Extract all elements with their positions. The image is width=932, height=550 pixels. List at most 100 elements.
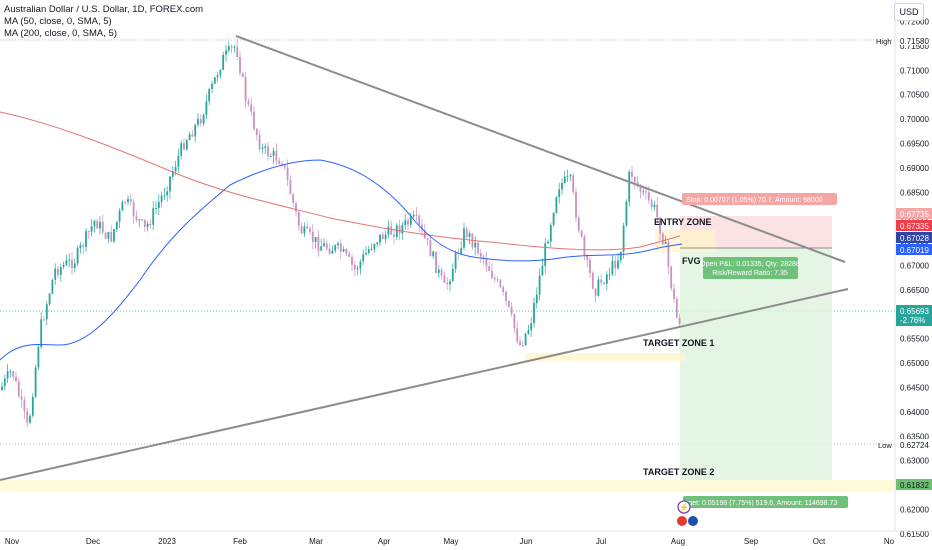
candle-body <box>555 197 558 213</box>
candle-body <box>127 199 129 203</box>
price-tick-label: 0.69500 <box>900 140 929 149</box>
candle-body <box>250 104 253 112</box>
target-zone-2-box[interactable] <box>0 480 895 492</box>
candle-body <box>213 77 216 84</box>
candle-body <box>547 241 549 244</box>
candle-body <box>93 220 96 227</box>
candle-body <box>104 232 107 239</box>
lower-trendline[interactable] <box>0 288 849 481</box>
candle-body <box>398 225 401 234</box>
target-info-box <box>683 496 848 508</box>
candle-body <box>432 251 435 257</box>
candle-body <box>115 221 118 230</box>
candle-body <box>26 411 29 423</box>
candles-layer <box>1 39 681 428</box>
candle-body <box>600 279 603 283</box>
time-tick-label: Mar <box>309 537 323 546</box>
candle-body <box>611 260 614 275</box>
candle-body <box>463 228 465 248</box>
candle-body <box>437 269 440 273</box>
upper-trendline[interactable] <box>235 35 846 263</box>
take-profit-zone[interactable] <box>680 248 832 485</box>
flag-au-icon[interactable] <box>677 516 687 526</box>
candle-body <box>519 341 521 346</box>
entry-zone-box[interactable] <box>655 230 715 252</box>
candle-body <box>617 260 619 269</box>
ma-price-tag-1 <box>896 232 932 243</box>
candle-body <box>496 279 499 281</box>
candle-body <box>185 140 188 150</box>
time-tick-label: Aug <box>671 537 685 546</box>
candle-body <box>351 256 353 265</box>
candle-body <box>563 176 566 183</box>
candle-body <box>625 201 628 226</box>
candle-body <box>421 224 423 231</box>
symbol-title[interactable]: Australian Dollar / U.S. Dollar, 1D, FOR… <box>4 4 204 15</box>
candle-body <box>37 347 40 368</box>
candle-body <box>493 278 496 280</box>
ma200-line[interactable] <box>0 111 681 251</box>
candle-body <box>619 251 622 261</box>
candle-body <box>535 294 538 303</box>
candle-body <box>325 243 328 249</box>
candle-body <box>673 288 675 299</box>
candle-body <box>664 242 667 244</box>
candle-body <box>353 264 356 270</box>
candle-body <box>373 244 376 250</box>
candle-body <box>180 143 183 156</box>
candle-body <box>191 134 194 137</box>
candle-body <box>395 225 398 238</box>
low-value-bg <box>897 439 931 449</box>
candle-body <box>589 259 591 273</box>
candle-body <box>152 208 155 225</box>
moving-averages-layer <box>0 111 683 361</box>
candle-body <box>227 46 230 51</box>
candle-body <box>292 194 295 204</box>
candle-body <box>577 217 580 231</box>
candle-body <box>157 201 160 208</box>
candle-body <box>404 220 407 226</box>
ma50-line[interactable] <box>0 159 683 361</box>
flag-us-icon[interactable] <box>688 516 698 526</box>
target-price-tag <box>896 479 932 490</box>
candle-body <box>633 176 636 183</box>
candle-body <box>171 171 174 177</box>
candle-body <box>334 245 337 251</box>
price-tick-label: 0.70500 <box>900 91 929 100</box>
time-tick-label: Nov <box>5 537 19 546</box>
candle-body <box>342 249 345 252</box>
candle-body <box>345 249 348 254</box>
candle-body <box>474 242 477 248</box>
lightning-icon[interactable] <box>677 500 691 514</box>
candle-body <box>68 259 71 261</box>
candle-body <box>188 134 191 141</box>
price-axis[interactable]: 0.72000 0.71500 0.71000 0.70500 0.70000 0.695… <box>900 18 929 550</box>
ma200-legend[interactable]: MA (200, close, 0, SMA, 5) <box>4 28 117 39</box>
candle-body <box>608 274 611 276</box>
candle-body <box>572 175 575 192</box>
price-tick-label: 0.66500 <box>900 286 929 295</box>
price-tick-label: 0.67000 <box>900 262 929 271</box>
candle-body <box>521 345 524 347</box>
price-tick-label: 0.64500 <box>900 384 929 393</box>
candle-body <box>309 228 311 232</box>
high-label: High <box>876 37 891 46</box>
ma50-legend[interactable]: MA (50, close, 0, SMA, 5) <box>4 16 112 27</box>
candle-body <box>15 376 17 382</box>
target-zone-1-box[interactable] <box>525 353 685 361</box>
candle-body <box>426 238 429 241</box>
candle-body <box>45 304 48 320</box>
candle-body <box>6 371 9 379</box>
candle-body <box>135 216 138 221</box>
candle-body <box>12 371 15 377</box>
candle-body <box>163 195 166 197</box>
candle-body <box>90 226 93 232</box>
candle-body <box>87 231 90 233</box>
candle-body <box>580 230 583 237</box>
entry-zone-label: ENTRY ZONE <box>654 217 712 227</box>
currency-button[interactable]: USD <box>894 3 924 21</box>
risk-reward-text: Risk/Reward Ratio: 7.35 <box>712 270 788 277</box>
time-axis[interactable]: Nov Dec 2023 Feb Mar Apr May Jun Jul Aug Sep Oct No <box>5 537 895 546</box>
candle-body <box>317 237 320 251</box>
